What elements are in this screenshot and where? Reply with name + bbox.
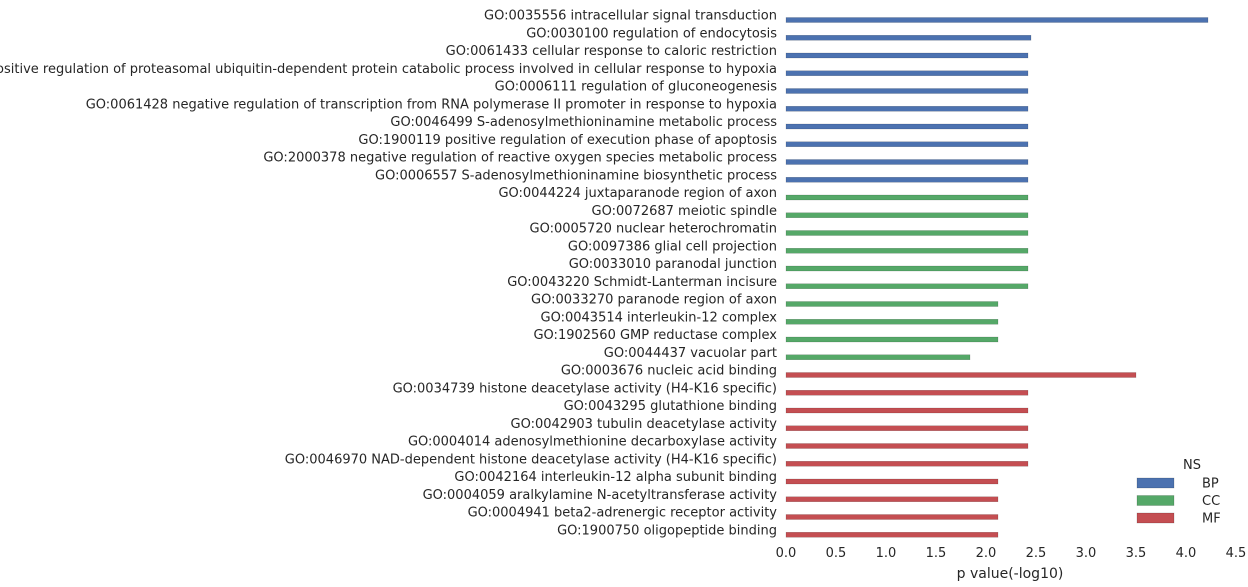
bar-bp: [785, 177, 1029, 183]
bar-mf: [785, 407, 1029, 414]
category-label: GO:0035556 intracellular signal transduc…: [484, 9, 777, 24]
bar-cc: [785, 336, 999, 343]
x-tick-label: 1.0: [876, 546, 897, 561]
category-label: GO:0097386 glial cell projection: [568, 239, 777, 254]
bar-cc: [785, 212, 1029, 218]
x-tick-label: 2.0: [976, 546, 997, 561]
x-tick-label: 4.5: [1226, 546, 1247, 561]
category-label: GO:0044224 juxtaparanode region of axon: [498, 186, 777, 201]
x-tick-label: 2.5: [1026, 546, 1047, 561]
legend-label: CC: [1202, 494, 1220, 509]
category-label: GO:1900750 oligopeptide binding: [557, 523, 777, 538]
bar-mf: [785, 443, 1029, 449]
category-label: GO:0042903 tubulin deacetylase activity: [511, 417, 778, 432]
bar-cc: [785, 354, 971, 360]
category-labels: GO:0035556 intracellular signal transduc…: [0, 9, 777, 539]
legend-label: MF: [1202, 512, 1221, 527]
category-label: GO:0004014 adenosylmethionine decarboxyl…: [408, 435, 777, 450]
bar-mf: [785, 425, 1029, 431]
category-label: GO:0006111 regulation of gluconeogenesis: [495, 80, 778, 95]
bar-bp: [785, 141, 1029, 147]
category-label: GO:0004059 aralkylamine N-acetyltransfer…: [423, 488, 778, 503]
category-label: GO:0003676 nucleic acid binding: [561, 364, 777, 379]
category-label: GO:0042164 interleukin-12 alpha subunit …: [454, 470, 777, 485]
category-label: GO:0005720 nuclear heterochromatin: [530, 222, 778, 237]
legend: NS BP CC MF: [1136, 458, 1221, 527]
legend-title: NS: [1183, 458, 1201, 473]
x-tick-label: 1.5: [926, 546, 947, 561]
bar-mf: [785, 461, 1029, 467]
x-tick-label: 0.0: [776, 546, 797, 561]
bar-bp: [785, 106, 1029, 112]
legend-swatch-bp: [1136, 477, 1175, 489]
x-tick-label: 3.5: [1126, 546, 1147, 561]
bar-cc: [785, 230, 1029, 236]
category-label: GO:0034739 histone deacetylase activity …: [393, 381, 777, 396]
bar-bp: [785, 35, 1032, 41]
category-label: GO:0061433 cellular response to caloric …: [446, 44, 777, 59]
bar-mf: [785, 496, 999, 502]
bar-bp: [785, 123, 1029, 130]
bar-cc: [785, 301, 999, 307]
bars-layer: [785, 17, 1209, 538]
x-tick-label: 0.5: [826, 546, 847, 561]
category-label: GO:2000777 positive regulation of protea…: [0, 62, 777, 77]
bar-mf: [785, 532, 999, 538]
category-label: GO:0030100 regulation of endocytosis: [526, 26, 777, 41]
legend-swatch-cc: [1136, 495, 1175, 506]
bar-mf: [785, 390, 1029, 396]
category-label: GO:0043514 interleukin-12 complex: [541, 310, 778, 325]
legend-swatch-mf: [1136, 512, 1175, 524]
category-label: GO:2000378 negative regulation of reacti…: [263, 151, 777, 166]
bar-mf: [785, 478, 999, 485]
bar-cc: [785, 265, 1029, 272]
bar-mf: [785, 514, 999, 520]
category-label: GO:0033010 paranodal junction: [569, 257, 777, 272]
category-label: GO:0046499 S-adenosylmethioninamine meta…: [390, 115, 777, 130]
bar-cc: [785, 283, 1029, 289]
bar-cc: [785, 319, 999, 325]
x-axis: 0.0 0.5 1.0 1.5 2.0 2.5 3.0 3.5 4.0 4.5: [776, 546, 1247, 561]
bar-cc: [785, 248, 1029, 254]
bar-bp: [785, 88, 1029, 94]
x-axis-title: p value(-log10): [957, 566, 1064, 582]
category-label: GO:0006557 S-adenosylmethioninamine bios…: [375, 168, 777, 183]
x-tick-label: 4.0: [1176, 546, 1197, 561]
category-label: GO:0033270 paranode region of axon: [531, 293, 777, 308]
category-label: GO:0044437 vacuolar part: [604, 346, 777, 361]
category-label: GO:0004941 beta2-adrenergic receptor act…: [468, 506, 778, 521]
category-label: GO:0061428 negative regulation of transc…: [86, 97, 777, 112]
category-label: GO:0043220 Schmidt-Lanterman incisure: [507, 275, 777, 290]
bar-bp: [785, 17, 1209, 23]
bar-bp: [785, 159, 1029, 165]
category-label: GO:0046970 NAD-dependent histone deacety…: [285, 452, 777, 467]
category-label: GO:0043295 glutathione binding: [564, 399, 777, 414]
bar-mf: [785, 372, 1137, 378]
bar-cc: [785, 194, 1029, 201]
bar-bp: [785, 52, 1029, 59]
legend-label: BP: [1202, 477, 1219, 492]
category-label: GO:1900119 positive regulation of execut…: [358, 133, 777, 148]
category-label: GO:0072687 meiotic spindle: [592, 204, 777, 219]
category-label: GO:1902560 GMP reductase complex: [533, 328, 777, 343]
x-tick-label: 3.0: [1076, 546, 1097, 561]
bar-bp: [785, 70, 1029, 76]
